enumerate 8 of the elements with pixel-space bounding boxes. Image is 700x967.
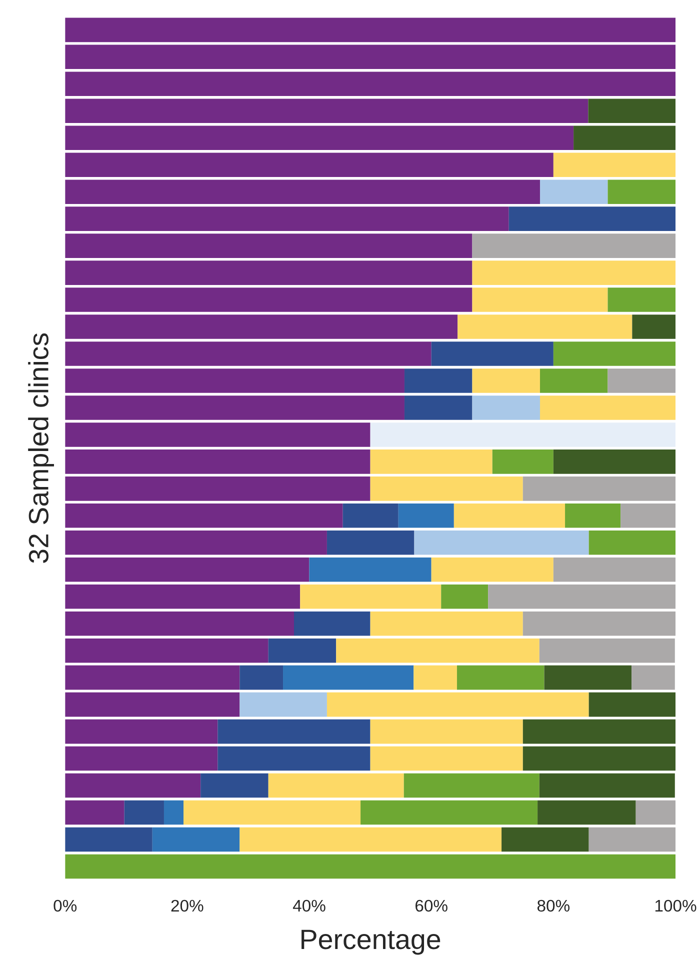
x-tick-label: 60% [416, 900, 448, 912]
x-tick-label: 40% [292, 900, 326, 912]
x-tick-label: 20% [171, 900, 204, 912]
x-tick-label: 100% [655, 900, 696, 912]
x-axis-title: Percentage [302, 930, 440, 955]
x-tick-label: 0% [54, 900, 77, 912]
y-axis-title: 32 Sampled clinics [28, 333, 54, 563]
x-tick-label: 80% [537, 900, 570, 912]
